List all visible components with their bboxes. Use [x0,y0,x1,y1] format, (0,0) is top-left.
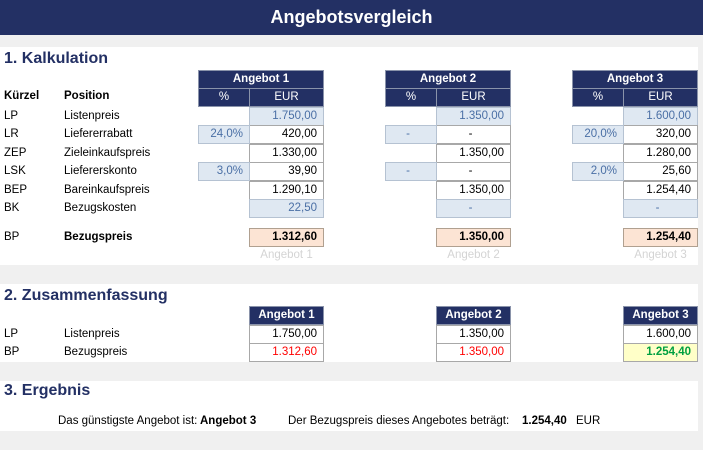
pct-lr-input[interactable]: 24,0% [198,125,250,144]
value-bep: 1.350,00 [436,181,511,200]
row-label: Bezugspreis [64,231,133,243]
row-label: Zieleinkaufspreis [64,147,151,159]
value-bp: 1.312,60 [249,228,324,247]
summary-lp: 1.350,00 [436,325,511,344]
pct-lr-input[interactable]: 20,0% [572,125,624,144]
summary-lp: 1.600,00 [623,325,698,344]
value-zep: 1.350,00 [436,144,511,163]
offer-header: Angebot 2 [385,70,511,89]
col-header-kuerzel: Kürzel [4,90,40,102]
zusammenfassung-panel [0,284,698,362]
row-code: LP [4,328,19,340]
pct-header: % [385,88,437,107]
offer-footer-label: Angebot 3 [634,249,687,261]
value-zep: 1.330,00 [249,144,324,163]
offer-header: Angebot 1 [249,306,324,325]
offer-header: Angebot 3 [623,306,698,325]
eur-header: EUR [436,88,511,107]
row-code: ZEP [4,147,27,159]
summary-lp: 1.750,00 [249,325,324,344]
pct-lsk-input[interactable]: 3,0% [198,162,250,181]
row-label: Liefererrabatt [64,128,133,140]
value-lp[interactable]: 1.350,00 [436,107,511,126]
section-title-kalkulation: 1. Kalkulation [4,50,109,67]
best-price-label: Der Bezugspreis dieses Angebotes beträgt… [288,415,510,427]
pct-lr-input[interactable]: - [385,125,437,144]
offer-header: Angebot 3 [572,70,698,89]
value-bk[interactable]: - [436,199,511,218]
row-code: LSK [4,165,26,177]
pct-header: % [572,88,624,107]
row-label: Listenpreis [64,110,120,122]
row-code: BK [4,202,20,214]
offer-header: Angebot 2 [436,306,511,325]
row-code: BEP [4,184,28,196]
value-lr: 420,00 [249,125,324,144]
value-bep: 1.290,10 [249,181,324,200]
summary-bp: 1.254,40 [623,343,698,362]
offer-footer-label: Angebot 2 [447,249,500,261]
section-title-ergebnis: 3. Ergebnis [4,382,91,399]
row-label: Bareinkaufspreis [64,184,150,196]
value-lsk: 25,60 [623,162,698,181]
offer-footer-label: Angebot 1 [260,249,313,261]
pct-lsk-input[interactable]: - [385,162,437,181]
row-label: Listenpreis [64,328,120,340]
value-lr: 320,00 [623,125,698,144]
row-code: BP [4,346,20,358]
pct-header: % [198,88,250,107]
row-code: BP [4,231,20,243]
summary-bp: 1.312,60 [249,343,324,362]
page-title: Angebotsvergleich [0,0,703,35]
value-bk[interactable]: 22,50 [249,199,324,218]
best-offer-label: Das günstigste Angebot ist: [58,415,198,427]
row-label: Liefererskonto [64,165,137,177]
summary-bp: 1.350,00 [436,343,511,362]
value-lp[interactable]: 1.750,00 [249,107,324,126]
row-label: Bezugspreis [64,346,128,358]
best-offer-value: Angebot 3 [200,415,257,427]
section-title-zusammenfassung: 2. Zusammenfassung [4,287,168,304]
value-zep: 1.280,00 [623,144,698,163]
offer-header: Angebot 1 [198,70,324,89]
currency-label: EUR [576,415,601,427]
value-bk[interactable]: - [623,199,698,218]
row-label: Bezugskosten [64,202,137,214]
value-bp: 1.254,40 [623,228,698,247]
value-lsk: 39,90 [249,162,324,181]
value-lp[interactable]: 1.600,00 [623,107,698,126]
pct-lsk-input[interactable]: 2,0% [572,162,624,181]
value-bep: 1.254,40 [623,181,698,200]
ergebnis-panel [0,381,698,431]
value-lr: - [436,125,511,144]
best-price-value: 1.254,40 [522,415,567,427]
eur-header: EUR [249,88,324,107]
eur-header: EUR [623,88,698,107]
row-code: LP [4,110,19,122]
col-header-position: Position [64,90,110,102]
row-code: LR [4,128,19,140]
value-bp: 1.350,00 [436,228,511,247]
value-lsk: - [436,162,511,181]
